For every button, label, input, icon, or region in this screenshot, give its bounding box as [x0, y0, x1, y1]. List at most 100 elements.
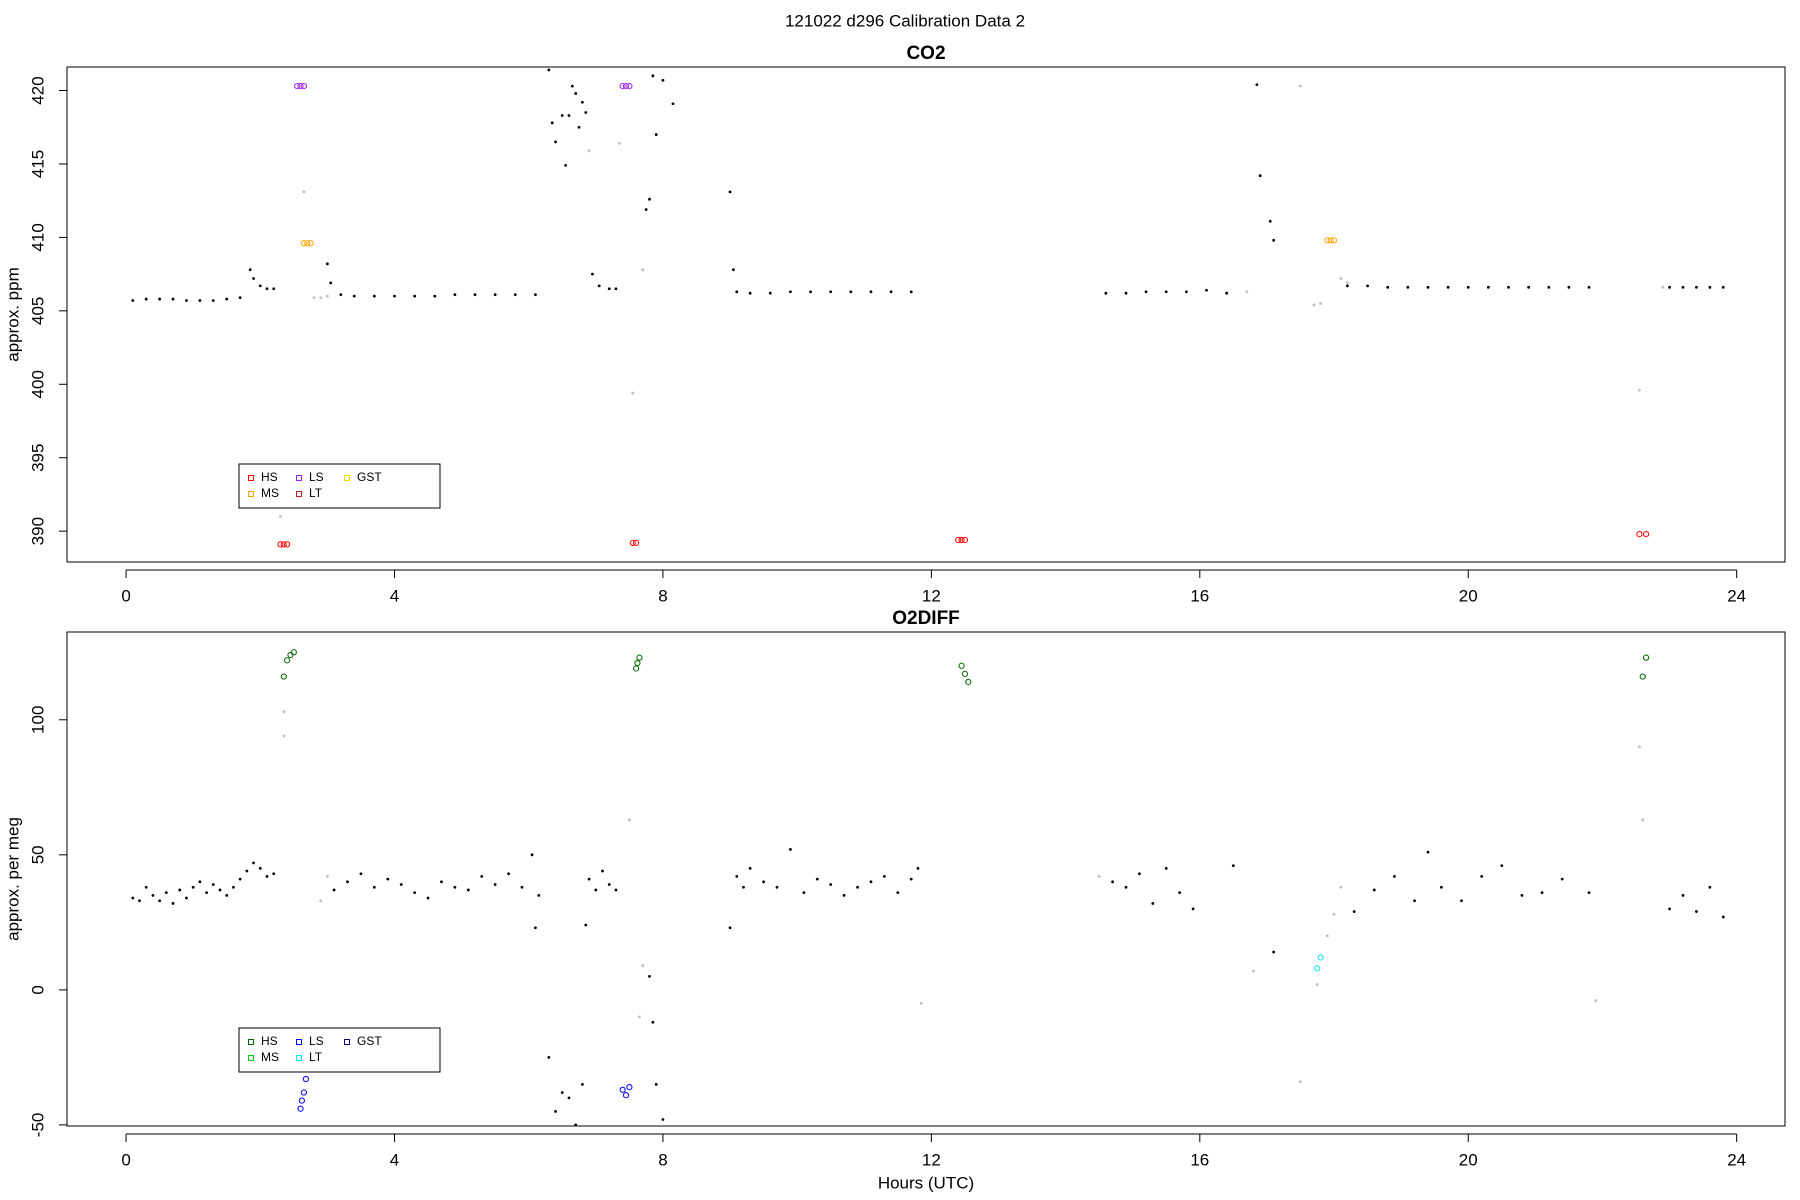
data-point: [547, 1055, 551, 1059]
y-axis-label: approx. ppm: [3, 267, 22, 362]
data-point: [346, 880, 349, 884]
data-point: [919, 1001, 923, 1005]
data-point: [1721, 285, 1725, 289]
data-point: [1540, 891, 1544, 895]
calibration-point: [300, 82, 307, 90]
data-point: [601, 869, 604, 873]
legend-marker: [248, 1039, 254, 1045]
data-point: [735, 875, 739, 878]
data-point: [1184, 290, 1188, 294]
x-tick-label: 12: [922, 586, 941, 605]
data-point: [171, 902, 175, 905]
data-point: [205, 891, 208, 895]
data-point: [339, 293, 343, 297]
data-point: [1339, 885, 1343, 889]
data-point: [258, 284, 262, 288]
data-point: [1268, 219, 1272, 223]
data-point: [1520, 893, 1524, 897]
calibration-point: [1639, 673, 1646, 680]
points: [131, 649, 1725, 1127]
data-point: [829, 290, 833, 294]
calibration-point: [290, 649, 297, 656]
data-point: [768, 291, 772, 295]
data-point: [889, 290, 893, 294]
data-point: [537, 893, 541, 897]
data-point: [1138, 872, 1141, 876]
data-point: [849, 290, 853, 294]
data-point: [480, 875, 484, 878]
data-point: [1178, 891, 1182, 895]
data-point: [1587, 285, 1591, 289]
data-point: [584, 923, 588, 927]
data-point: [413, 891, 417, 895]
legend-marker: [248, 491, 254, 497]
data-point: [1366, 284, 1369, 288]
x-tick-label: 24: [1727, 1150, 1746, 1169]
data-point: [319, 296, 323, 300]
data-point: [185, 896, 188, 900]
data-point: [742, 885, 745, 889]
x-axis-label: Hours (UTC): [878, 1173, 974, 1192]
y-tick-label: 0: [28, 985, 47, 994]
data-point: [1319, 302, 1323, 305]
calibration-point: [955, 536, 962, 544]
x-tick-label: 16: [1190, 1150, 1209, 1169]
calibration-point: [619, 1086, 626, 1093]
data-point: [1527, 285, 1531, 289]
y-axis-label: approx. per meg: [3, 817, 22, 941]
data-point: [534, 926, 537, 930]
data-point: [211, 299, 215, 302]
legend-marker: [248, 1055, 254, 1061]
data-point: [1466, 285, 1470, 289]
data-point: [279, 515, 282, 518]
calibration-point: [632, 665, 640, 672]
data-point: [842, 893, 846, 897]
data-point: [748, 291, 752, 295]
points: [131, 68, 1725, 548]
calibration-point: [1314, 965, 1321, 972]
calibration-point: [298, 1097, 305, 1104]
data-point: [570, 84, 574, 88]
legend: HS MS LS LT GST: [238, 463, 441, 509]
data-point: [651, 74, 655, 78]
data-point: [567, 1096, 571, 1100]
data-point: [185, 299, 188, 302]
data-point: [1191, 907, 1195, 911]
legend-box: [238, 1027, 441, 1073]
data-point: [882, 875, 886, 878]
data-point: [171, 297, 175, 301]
data-point: [1205, 288, 1208, 292]
data-point: [1346, 284, 1349, 288]
data-point: [1124, 885, 1128, 889]
data-point: [735, 290, 739, 294]
data-point: [809, 290, 812, 294]
x-tick-label: 20: [1459, 586, 1478, 605]
data-point: [1507, 285, 1510, 289]
data-point: [158, 899, 162, 903]
data-point: [1695, 910, 1698, 913]
y-tick-label: 415: [28, 150, 47, 178]
data-point: [762, 880, 765, 884]
x-tick-label: 8: [658, 1150, 667, 1169]
data-point: [1245, 290, 1249, 294]
data-point: [399, 883, 403, 886]
data-point: [547, 68, 551, 72]
data-point: [1637, 745, 1641, 749]
data-point: [191, 885, 195, 889]
data-point: [1339, 277, 1343, 280]
data-point: [564, 164, 568, 167]
calibration-point: [626, 82, 633, 90]
data-point: [198, 880, 202, 884]
data-point: [1231, 864, 1235, 868]
data-point: [909, 290, 913, 294]
data-point: [648, 974, 651, 978]
data-point: [560, 114, 564, 117]
data-point: [554, 140, 557, 144]
data-point: [1637, 388, 1641, 392]
y-tick-label: -50: [28, 1113, 47, 1138]
data-point: [614, 888, 618, 892]
data-point: [916, 866, 920, 870]
data-point: [1668, 285, 1671, 289]
y-tick-label: 420: [28, 76, 47, 104]
